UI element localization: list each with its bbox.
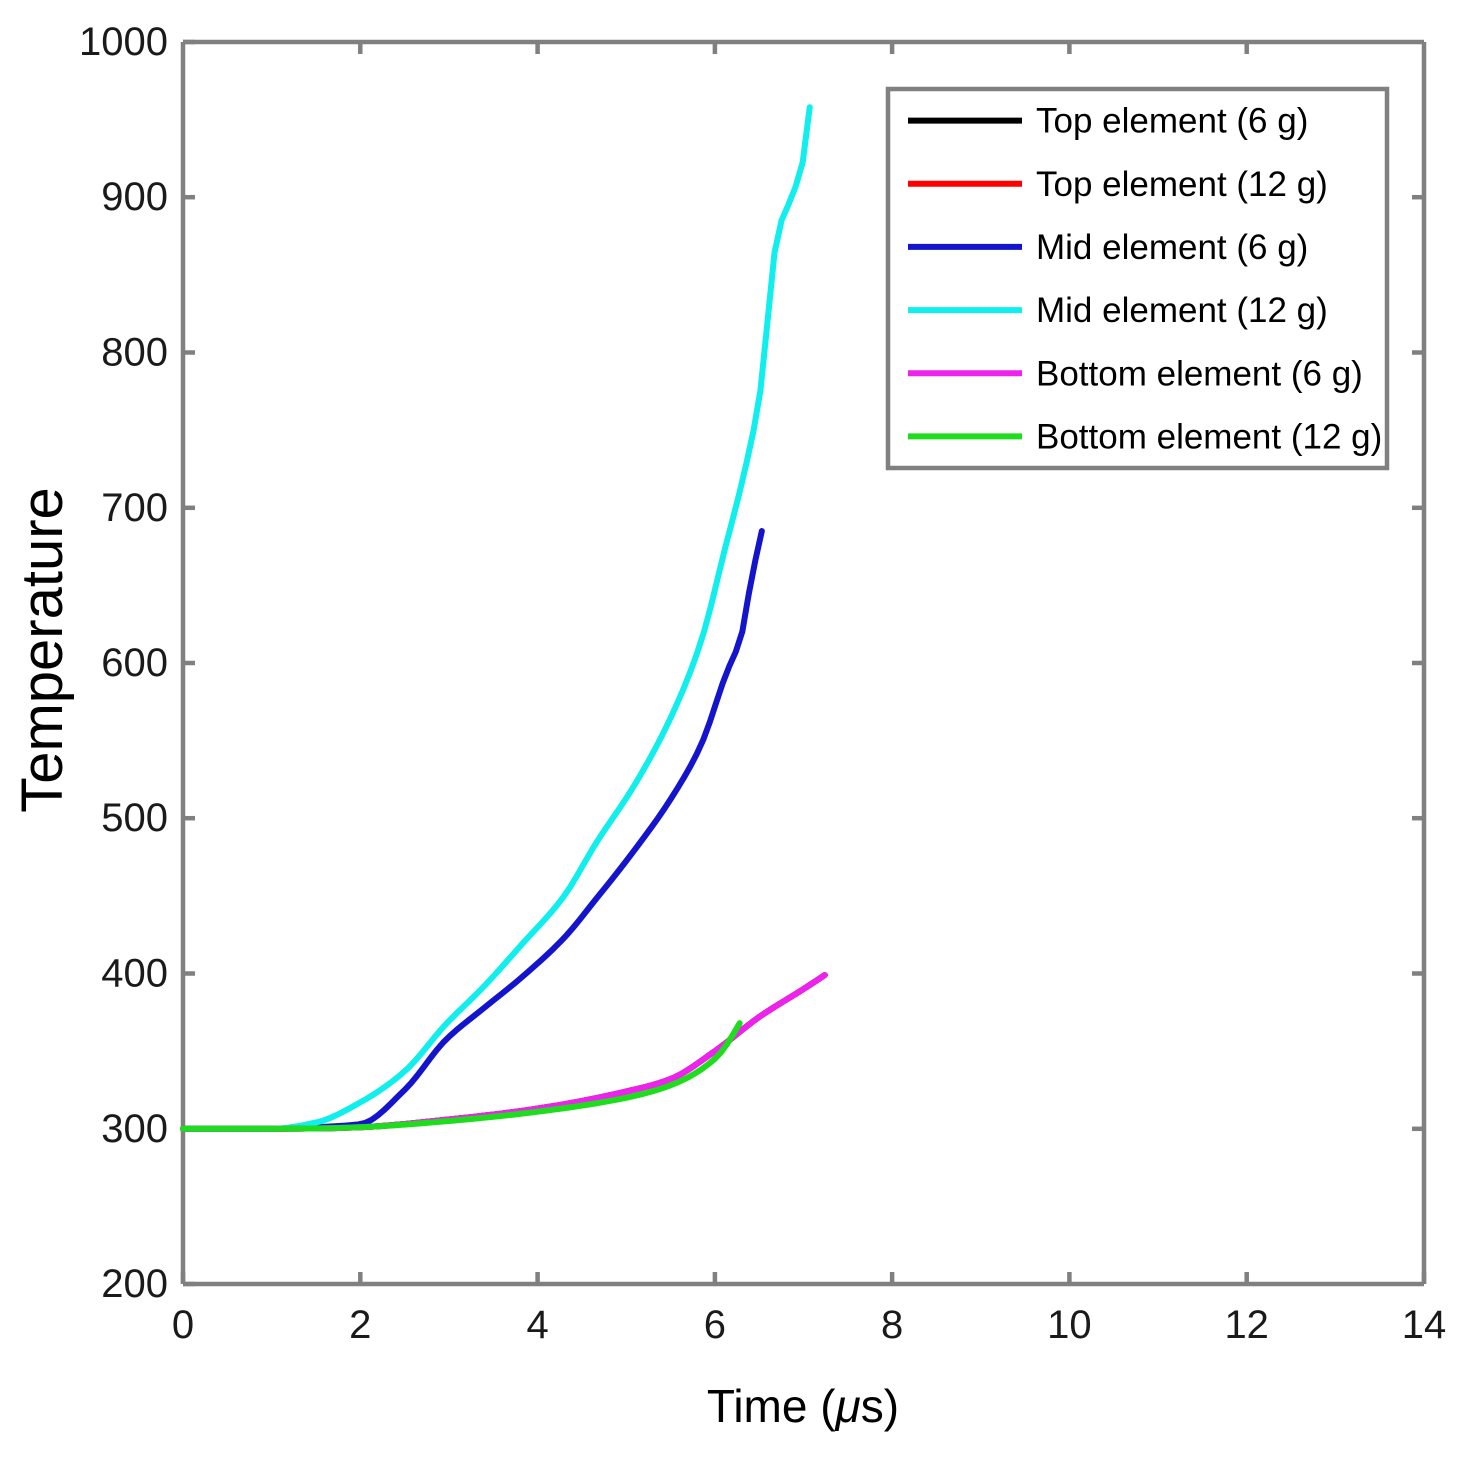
svg-text:700: 700 bbox=[101, 486, 168, 530]
svg-text:400: 400 bbox=[101, 952, 168, 996]
svg-text:10: 10 bbox=[1047, 1303, 1092, 1347]
svg-text:12: 12 bbox=[1224, 1303, 1269, 1347]
svg-text:Temperature: Temperature bbox=[10, 487, 75, 813]
svg-text:Bottom element (6 g): Bottom element (6 g) bbox=[1036, 354, 1363, 393]
svg-text:Mid element (12 g): Mid element (12 g) bbox=[1036, 291, 1328, 330]
svg-text:8: 8 bbox=[881, 1303, 903, 1347]
svg-text:Bottom element (12 g): Bottom element (12 g) bbox=[1036, 417, 1382, 456]
svg-text:4: 4 bbox=[526, 1303, 548, 1347]
svg-text:Top element (6 g): Top element (6 g) bbox=[1036, 102, 1308, 141]
svg-text:Top element (12 g): Top element (12 g) bbox=[1036, 165, 1328, 204]
svg-text:500: 500 bbox=[101, 796, 168, 840]
svg-text:900: 900 bbox=[101, 175, 168, 219]
svg-text:0: 0 bbox=[172, 1303, 194, 1347]
svg-text:Mid element (6 g): Mid element (6 g) bbox=[1036, 228, 1308, 267]
svg-text:6: 6 bbox=[704, 1303, 726, 1347]
svg-text:200: 200 bbox=[101, 1262, 168, 1306]
svg-text:1000: 1000 bbox=[79, 20, 168, 64]
svg-text:14: 14 bbox=[1402, 1303, 1447, 1347]
svg-text:300: 300 bbox=[101, 1107, 168, 1151]
svg-text:600: 600 bbox=[101, 641, 168, 685]
svg-text:Time (μs): Time (μs) bbox=[707, 1380, 899, 1432]
svg-text:800: 800 bbox=[101, 331, 168, 375]
svg-text:2: 2 bbox=[349, 1303, 371, 1347]
